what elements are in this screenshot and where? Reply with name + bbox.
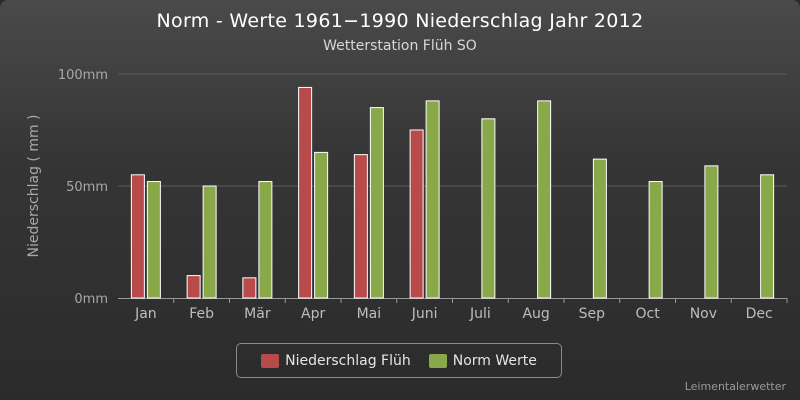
legend-label-series-2: Norm Werte xyxy=(452,352,537,369)
bar-series-2-juli xyxy=(481,118,496,299)
bar-series-2-oct xyxy=(648,181,663,299)
x-tick-label-apr: Apr xyxy=(301,306,325,322)
bar-series-2-sep xyxy=(592,158,607,299)
y-tick-label-0: 0mm xyxy=(74,292,108,307)
x-tick-label-feb: Feb xyxy=(189,306,214,322)
bar-series-1-juni xyxy=(409,129,424,299)
chart-credit[interactable]: Leimentalerwetter xyxy=(684,380,786,393)
bar-series-2-feb xyxy=(202,185,217,299)
legend-item-series-2[interactable]: Norm Werte xyxy=(428,352,537,369)
bar-series-1-mär xyxy=(242,277,257,299)
legend-swatch-series-1 xyxy=(261,353,280,368)
bar-series-2-nov xyxy=(704,165,719,299)
legend-label-series-1: Niederschlag Flüh xyxy=(285,352,411,369)
chart-legend: Niederschlag Flüh Norm Werte xyxy=(236,343,562,378)
bar-series-2-dec xyxy=(760,174,775,299)
legend-swatch-series-2 xyxy=(428,353,447,368)
bar-series-1-mai xyxy=(353,154,368,299)
x-tick-label-mär: Mär xyxy=(244,306,271,322)
x-tick-label-juli: Juli xyxy=(469,306,491,322)
bar-series-1-feb xyxy=(186,275,201,299)
bar-series-2-jan xyxy=(146,181,161,299)
bar-series-2-mär xyxy=(258,181,273,299)
bar-series-2-mai xyxy=(369,107,384,299)
y-tick-label-1: 50mm xyxy=(66,180,108,195)
bar-series-1-apr xyxy=(298,86,313,299)
y-axis-title: Niederschlag ( mm ) xyxy=(26,114,42,257)
bar-series-2-juni xyxy=(425,100,440,299)
x-tick-label-dec: Dec xyxy=(746,306,773,322)
chart-subtitle: Wetterstation Flüh SO xyxy=(323,38,477,54)
x-tick-label-mai: Mai xyxy=(357,306,382,322)
bar-series-2-aug xyxy=(537,100,552,299)
bar-series-2-apr xyxy=(314,151,329,299)
legend-item-series-1[interactable]: Niederschlag Flüh xyxy=(261,353,411,369)
bar-series-1-jan xyxy=(130,174,145,299)
x-tick-label-aug: Aug xyxy=(522,306,549,322)
x-tick-label-jan: Jan xyxy=(134,306,157,322)
x-tick-label-sep: Sep xyxy=(579,306,606,322)
y-tick-label-2: 100mm xyxy=(58,68,108,83)
x-tick-label-nov: Nov xyxy=(690,306,717,322)
x-tick-label-juni: Juni xyxy=(411,306,438,322)
chart-title: Norm - Werte 1961−1990 Niederschlag Jahr… xyxy=(156,10,644,32)
x-tick-label-oct: Oct xyxy=(636,306,661,322)
